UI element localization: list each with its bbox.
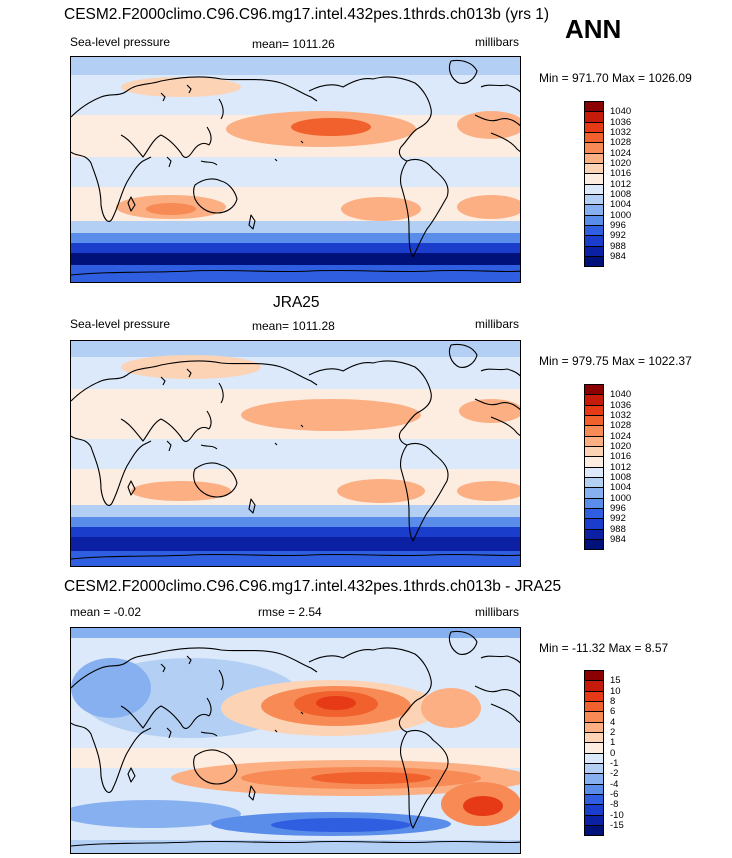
colorbar-label: 1008 (610, 188, 632, 200)
colorbar-label: 1016 (610, 168, 632, 180)
panel-1-map (70, 56, 521, 283)
colorbar-label: 992 (610, 513, 626, 525)
colorbar-label: 988 (610, 523, 626, 535)
colorbar-label: 1020 (610, 157, 632, 169)
colorbar-label: -8 (610, 799, 619, 811)
colorbar-label: 1004 (610, 199, 632, 211)
colorbar-label: 992 (610, 230, 626, 242)
colorbar-label: 1024 (610, 430, 632, 442)
panel-2-minmax: Min = 979.75 Max = 1022.37 (539, 354, 692, 368)
colorbar-swatch (584, 538, 604, 551)
colorbar-label: 1028 (610, 137, 632, 149)
panel-1-mean-label: mean= 1011.26 (252, 37, 335, 51)
panel-2-colorbar: 1040 1036 1032 1028 1024 1020 1016 1012 1008 1004… (584, 384, 631, 551)
colorbar-label: 15 (610, 675, 621, 687)
panel-2-mean-label: mean= 1011.28 (252, 319, 335, 333)
colorbar-label: 1000 (610, 492, 632, 504)
colorbar-label: 1024 (610, 147, 632, 159)
colorbar-label: 1040 (610, 389, 632, 401)
colorbar-label: 1012 (610, 461, 632, 473)
panel-2-variable-label: Sea-level pressure (70, 317, 171, 331)
panel-3-title: CESM2.F2000climo.C96.C96.mg17.intel.432p… (64, 578, 562, 595)
colorbar-label: 1020 (610, 440, 632, 452)
colorbar-label: -2 (610, 768, 619, 780)
panel-2-title: JRA25 (273, 294, 320, 311)
colorbar-label: 1 (610, 737, 616, 749)
colorbar-label: 1000 (610, 209, 632, 221)
season-label: ANN (565, 14, 622, 44)
colorbar-swatch (584, 255, 604, 268)
colorbar-label: 984 (610, 533, 626, 545)
colorbar-label: 1028 (610, 420, 632, 432)
colorbar-label: 1032 (610, 126, 632, 138)
panel-3-minmax: Min = -11.32 Max = 8.57 (539, 641, 669, 655)
colorbar-label: 8 (610, 695, 616, 707)
panel-1-minmax: Min = 971.70 Max = 1026.09 (539, 71, 692, 85)
panel-3-units-label: millibars (475, 605, 520, 619)
colorbar-label: 0 (610, 747, 616, 759)
colorbar-label: 988 (610, 240, 626, 252)
panel-1-variable-label: Sea-level pressure (70, 35, 171, 49)
panel-1-colorbar: 1040 1036 1032 1028 1024 1020 1016 1012 1008 1004… (584, 101, 631, 268)
panel-2-map (70, 340, 521, 567)
colorbar-label: -6 (610, 788, 619, 800)
colorbar-label: 996 (610, 502, 626, 514)
colorbar-label: 2 (610, 726, 616, 738)
panel-3-map (70, 627, 521, 854)
colorbar-label: 1036 (610, 116, 632, 128)
colorbar-label: -4 (610, 778, 619, 790)
colorbar-label: 10 (610, 685, 621, 697)
colorbar-label: 1016 (610, 451, 632, 463)
panel-3-rmse-label: rmse = 2.54 (258, 605, 322, 619)
panel-1-title: CESM2.F2000climo.C96.C96.mg17.intel.432p… (64, 6, 550, 23)
colorbar-label: 996 (610, 219, 626, 231)
colorbar-label: 6 (610, 706, 616, 718)
panel-3-colorbar: 15 10 8 6 4 2 1 0 -1 -2 -4 -6 -8 -10 -15 (584, 670, 624, 837)
colorbar-label: -15 (610, 819, 624, 831)
colorbar-label: -10 (610, 809, 624, 821)
panel-3-mean-label: mean = -0.02 (70, 605, 142, 619)
colorbar-label: 1004 (610, 482, 632, 494)
panel-1-units-label: millibars (475, 35, 520, 49)
colorbar-label: 1036 (610, 399, 632, 411)
colorbar-swatch (584, 824, 604, 837)
colorbar-label: 1040 (610, 106, 632, 118)
panel-2-units-label: millibars (475, 317, 520, 331)
colorbar-label: -1 (610, 757, 619, 769)
colorbar-label: 4 (610, 716, 616, 728)
colorbar-label: 1012 (610, 178, 632, 190)
colorbar-label: 1032 (610, 409, 632, 421)
colorbar-label: 984 (610, 250, 626, 262)
colorbar-label: 1008 (610, 471, 632, 483)
